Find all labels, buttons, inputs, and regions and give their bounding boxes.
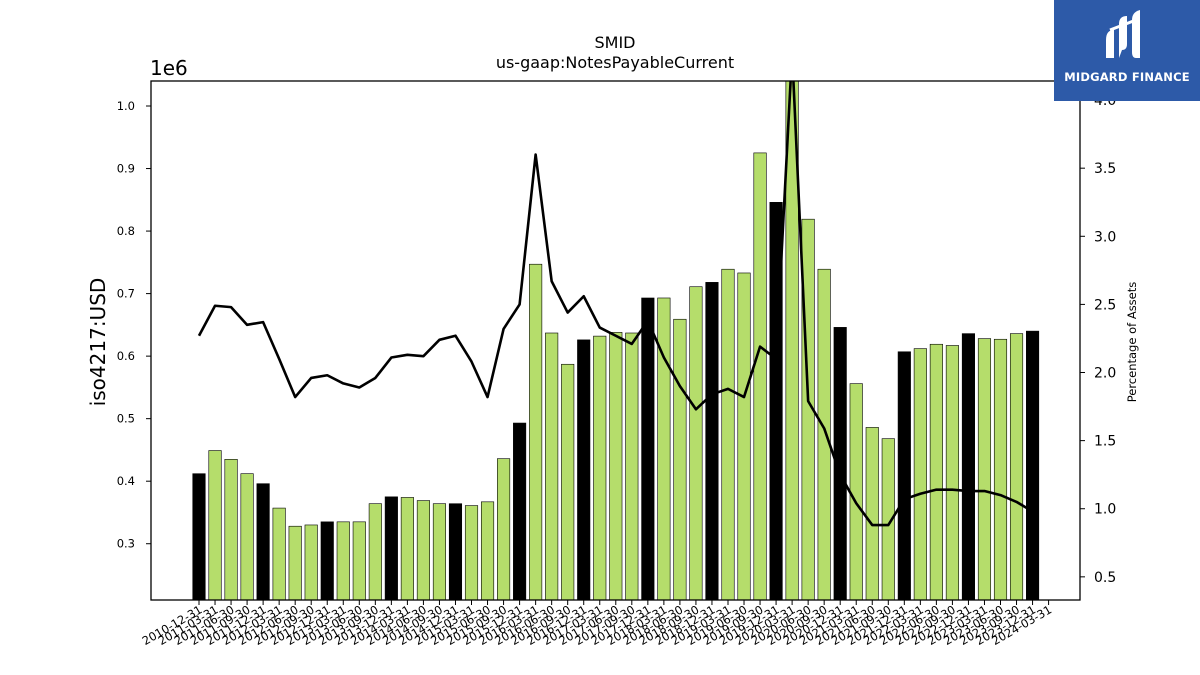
- bar-2015-12-31: [513, 422, 527, 600]
- bar-2013-06-30: [352, 521, 366, 600]
- bar-2023-06-30: [993, 338, 1008, 600]
- bar-2021-09-30: [881, 438, 895, 600]
- bar-2019-09-30: [753, 152, 767, 600]
- bar-2013-09-30: [368, 503, 382, 600]
- bar-2017-12-31: [641, 297, 655, 600]
- bar-2011-06-30: [224, 459, 238, 600]
- bar-2017-03-31: [593, 335, 607, 600]
- bar-2021-12-31: [897, 351, 911, 600]
- bar-2012-09-30: [304, 524, 318, 600]
- y2-tick-label: 3.0: [1094, 229, 1116, 245]
- logo-mark-icon: [1106, 10, 1140, 58]
- bar-2015-09-30: [497, 458, 511, 600]
- chart-subtitle: us-gaap:NotesPayableCurrent: [496, 53, 734, 72]
- y-offset-label: 1e6: [150, 56, 188, 80]
- bar-2016-12-31: [577, 339, 591, 600]
- bar-2018-06-30: [673, 318, 687, 600]
- bar-2020-09-30: [817, 268, 831, 600]
- bar-2022-09-30: [945, 345, 959, 600]
- bar-2021-03-31: [849, 383, 863, 600]
- brand-logo: MIDGARD FINANCE: [1054, 0, 1200, 101]
- y-axis-left: 0.3 0.4 0.5 0.6 0.7 0.8 0.9 1.0: [117, 99, 151, 551]
- bar-2022-12-31: [961, 333, 975, 600]
- bar-2016-06-30: [545, 332, 559, 600]
- y2-tick-label: 0.5: [1094, 570, 1116, 586]
- x-axis: 2010-12-312011-03-312011-06-302011-09-30…: [140, 600, 1054, 648]
- y-tick-label: 0.9: [117, 162, 135, 176]
- y-tick-label: 0.5: [117, 412, 135, 426]
- bar-2015-03-31: [464, 505, 479, 600]
- bar-2021-06-30: [865, 427, 879, 600]
- bar-2013-03-31: [336, 521, 350, 600]
- y-tick-label: 0.7: [117, 287, 135, 301]
- bar-2011-03-31: [208, 450, 222, 600]
- bars-layer: [192, 81, 1040, 600]
- y2-tick-label: 2.0: [1094, 366, 1116, 382]
- bar-2011-12-31: [256, 483, 270, 600]
- y2-tick-label: 1.5: [1094, 434, 1116, 450]
- y-axis-right: 0.51.01.52.02.53.03.54.0: [1080, 93, 1116, 586]
- bar-2014-06-30: [416, 500, 430, 600]
- bar-2011-09-30: [240, 473, 254, 600]
- bar-2018-03-31: [657, 297, 671, 600]
- y-tick-label: 0.4: [117, 474, 135, 488]
- logo-text: MIDGARD FINANCE: [1064, 70, 1190, 84]
- line-layer: [197, 81, 1034, 527]
- bar-2013-12-31: [384, 496, 398, 600]
- bar-2020-12-31: [833, 327, 847, 600]
- y2-tick-label: 2.5: [1094, 297, 1116, 313]
- bar-2016-03-31: [529, 263, 543, 600]
- bar-2014-12-31: [448, 503, 463, 600]
- bar-2012-03-31: [272, 507, 286, 600]
- bar-2018-12-31: [705, 282, 719, 600]
- y2-tick-label: 3.5: [1094, 161, 1116, 177]
- y2-tick-label: 1.0: [1094, 502, 1116, 518]
- y-axis-label: iso4217:USD: [86, 278, 110, 407]
- chart-title: SMID: [595, 33, 636, 52]
- bar-2014-03-31: [400, 497, 414, 600]
- percentage-line: [197, 81, 1034, 527]
- bar-2015-06-30: [480, 501, 495, 600]
- y-tick-label: 0.6: [117, 349, 135, 363]
- bar-2019-03-31: [721, 268, 735, 600]
- bar-2019-06-30: [737, 272, 751, 600]
- bar-2018-09-30: [689, 286, 703, 600]
- bar-2010-12-31: [192, 473, 206, 600]
- bar-2012-06-30: [288, 525, 302, 600]
- y-tick-label: 0.8: [117, 224, 135, 238]
- bar-2023-09-30: [1009, 333, 1024, 600]
- bar-2014-09-30: [432, 503, 447, 600]
- bar-2016-09-30: [561, 363, 575, 600]
- bar-2022-06-30: [929, 343, 943, 600]
- y-tick-label: 1.0: [117, 99, 135, 113]
- bar-2023-12-31: [1026, 330, 1040, 600]
- y2-axis-label: Percentage of Assets: [1125, 282, 1139, 403]
- bar-2017-06-30: [609, 332, 623, 600]
- bar-2012-12-31: [320, 521, 334, 600]
- bar-2020-03-31: [785, 81, 799, 600]
- bar-2023-03-31: [977, 338, 992, 600]
- y-tick-label: 0.3: [117, 537, 135, 551]
- bar-2022-03-31: [913, 348, 927, 600]
- bar-2017-09-30: [625, 332, 639, 600]
